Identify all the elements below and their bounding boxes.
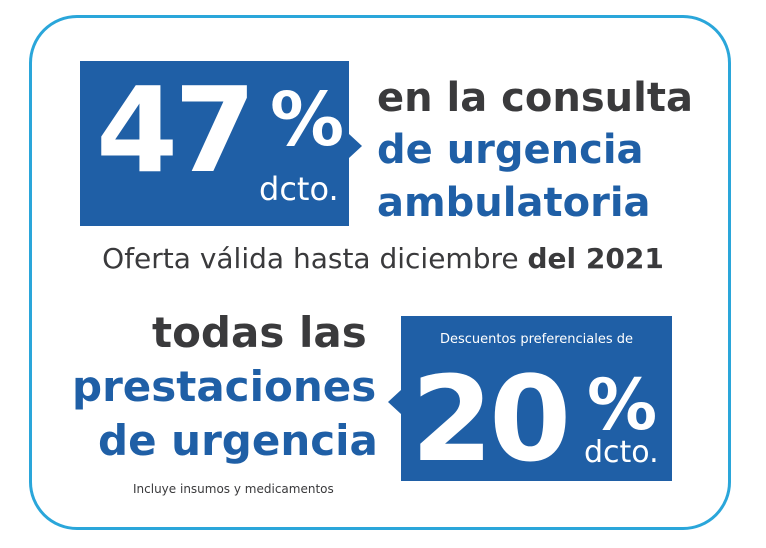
dcto-label: dcto. (259, 170, 339, 208)
box-pointer (349, 134, 362, 158)
box-caption: Descuentos preferenciales de (439, 332, 634, 347)
discount-47-number: 47 (96, 61, 256, 199)
discount-47-box: 47 % dcto. (80, 61, 362, 226)
box-pointer (388, 390, 401, 414)
bottom-headline-line-3: de urgencia (98, 416, 378, 465)
discount-20-box: Descuentos preferenciales de 20 % dcto. (388, 316, 672, 488)
bottom-headline-line-1: todas las (152, 308, 367, 357)
headline-line-1: en la consulta (377, 75, 693, 121)
percent-sign: % (270, 77, 345, 163)
bottom-headline-line-2: prestaciones (72, 362, 377, 411)
includes-note: Incluye insumos y medicamentos (133, 482, 334, 496)
validity-year: del 2021 (527, 242, 664, 275)
discount-20-number: 20 (411, 350, 571, 488)
validity-main: Oferta válida hasta diciembre (102, 242, 528, 275)
percent-sign: % (587, 364, 658, 446)
dcto-label: dcto. (584, 435, 659, 470)
headline-line-3: ambulatoria (377, 180, 651, 226)
headline-line-2: de urgencia (377, 127, 644, 173)
validity-text: Oferta válida hasta diciembre del 2021 (0, 245, 766, 273)
